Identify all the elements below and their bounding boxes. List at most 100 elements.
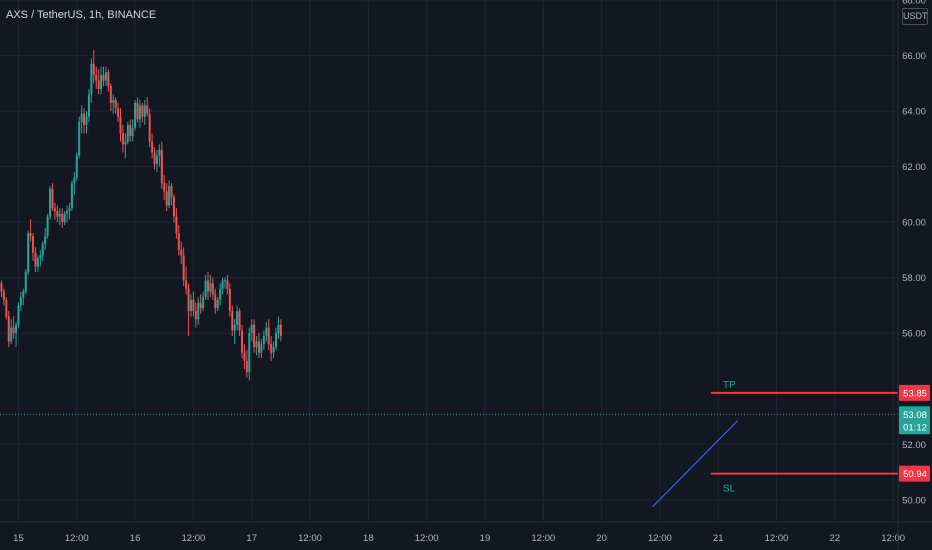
- candle-body: [75, 155, 78, 178]
- candle-body: [85, 116, 88, 125]
- candle: [270, 335, 273, 361]
- candle: [238, 308, 241, 336]
- x-tick-label: 20: [596, 533, 607, 544]
- candle-body: [2, 291, 5, 300]
- candle: [44, 227, 47, 250]
- candle-body: [39, 255, 42, 259]
- candle: [34, 247, 37, 273]
- candle-body: [197, 302, 200, 320]
- candle: [211, 277, 214, 300]
- candle: [27, 230, 30, 275]
- candle: [87, 88, 90, 123]
- candle: [90, 58, 93, 103]
- candle: [187, 283, 190, 336]
- candle: [243, 344, 246, 370]
- candle: [41, 241, 44, 261]
- x-tick-label: 18: [363, 533, 374, 544]
- y-tick-label: 64.00: [902, 107, 926, 118]
- sl-price-text: 50.94: [903, 469, 927, 480]
- candle: [129, 119, 132, 142]
- candle-body: [155, 155, 158, 164]
- tp-price-text: 53.85: [903, 388, 927, 399]
- candle: [206, 272, 209, 300]
- candle-body: [17, 305, 20, 325]
- candle-body: [24, 272, 27, 292]
- candle-body: [221, 280, 224, 289]
- candle: [248, 327, 251, 381]
- candle: [185, 266, 188, 295]
- candle: [165, 183, 168, 212]
- candle: [226, 274, 229, 295]
- candle-body: [165, 191, 168, 206]
- candle-body: [223, 280, 226, 282]
- candle: [102, 66, 105, 87]
- x-tick-label: 17: [246, 533, 257, 544]
- candle: [177, 224, 180, 256]
- candle-body: [153, 152, 156, 164]
- candle: [109, 83, 112, 112]
- candle-body: [114, 99, 117, 109]
- candle: [258, 333, 261, 359]
- candle: [265, 322, 268, 342]
- candle-body: [202, 297, 205, 309]
- candle: [194, 302, 197, 328]
- candle: [19, 291, 22, 311]
- trendline: [652, 420, 739, 508]
- y-tick-label: 68.00: [902, 0, 926, 7]
- candle: [209, 274, 212, 298]
- candle-body: [206, 280, 209, 292]
- candle: [182, 247, 185, 286]
- candle: [121, 124, 124, 153]
- candle: [10, 319, 13, 345]
- candle-body: [231, 310, 234, 331]
- y-tick-label: 52.00: [902, 440, 926, 451]
- candle: [216, 297, 219, 311]
- candle-body: [204, 280, 207, 298]
- candle: [63, 211, 66, 225]
- candle: [231, 305, 234, 336]
- candle: [277, 316, 280, 339]
- candle-body: [70, 183, 73, 209]
- candle: [158, 144, 161, 167]
- candle: [138, 99, 141, 128]
- y-tick-label: 66.00: [902, 51, 926, 62]
- countdown-text: 01:12: [903, 422, 927, 433]
- candle-body: [192, 299, 195, 311]
- candle-body: [255, 341, 258, 348]
- candle-body: [219, 288, 222, 300]
- currency-label[interactable]: USDT: [902, 8, 928, 25]
- candle-body: [265, 327, 268, 336]
- candle: [219, 283, 222, 306]
- y-tick-label: 62.00: [902, 162, 926, 173]
- candle: [114, 97, 117, 114]
- candle: [262, 330, 265, 350]
- candle-body: [100, 74, 103, 89]
- candle: [197, 297, 200, 325]
- candle: [245, 349, 248, 378]
- candle: [36, 255, 39, 273]
- candle: [272, 341, 275, 359]
- candle-body: [189, 299, 192, 311]
- candle: [163, 174, 166, 200]
- candle-body: [258, 341, 261, 353]
- sl-price-tag: [899, 465, 930, 482]
- candle: [146, 97, 149, 117]
- candle: [29, 219, 32, 242]
- candle-body: [226, 280, 229, 289]
- candle: [223, 277, 226, 289]
- x-tick-label: 22: [830, 533, 841, 544]
- candle: [112, 94, 115, 114]
- candle: [15, 322, 18, 348]
- candle-body: [143, 105, 146, 117]
- candle-body: [63, 213, 66, 223]
- candle: [97, 69, 100, 95]
- candle-body: [41, 244, 44, 256]
- last-price-text: 53.08: [903, 410, 927, 421]
- candle-body: [248, 333, 251, 373]
- candle-body: [141, 105, 144, 117]
- candle-body: [177, 233, 180, 250]
